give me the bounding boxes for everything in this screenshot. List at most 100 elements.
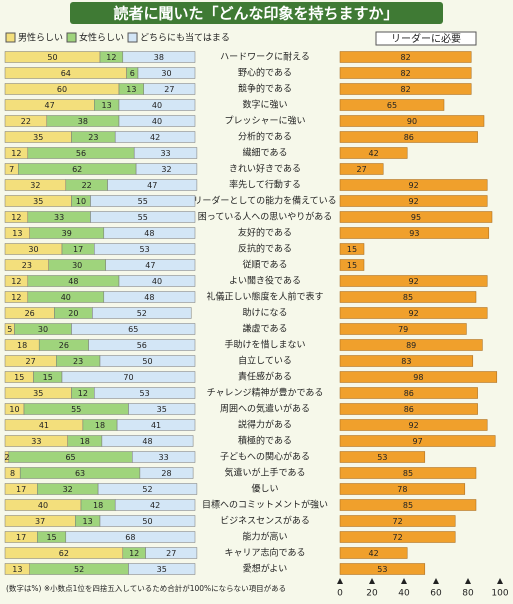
x-tick-label: 60	[430, 589, 442, 599]
value-label: 86	[404, 405, 414, 414]
value-label: 12	[11, 293, 21, 302]
value-label: 7	[9, 165, 14, 174]
category-label: 愛想がよい	[243, 563, 288, 575]
legend-label: 女性らしい	[79, 32, 124, 44]
category-label: よい聞き役である	[229, 275, 301, 287]
value-label: 13	[83, 517, 93, 526]
bar-segment	[92, 307, 192, 319]
bar	[339, 499, 477, 511]
value-label: 18	[95, 421, 105, 430]
value-label: 48	[144, 293, 154, 302]
bar-segment	[118, 115, 196, 127]
category-label: プレッシャーに強い	[224, 115, 305, 127]
value-label: 5	[7, 325, 12, 334]
tick-mark	[401, 578, 407, 584]
value-label: 23	[22, 261, 32, 270]
tick-mark	[497, 578, 503, 584]
category-label: 従順である	[243, 259, 288, 271]
value-label: 92	[409, 197, 419, 206]
value-label: 10	[9, 405, 19, 414]
legend-label: 男性らしい	[18, 32, 63, 44]
bar-segment	[114, 499, 196, 511]
value-label: 47	[145, 261, 155, 270]
value-label: 41	[151, 421, 161, 430]
value-label: 15	[347, 261, 357, 270]
value-label: 35	[33, 389, 43, 398]
x-tick-label: 100	[491, 589, 508, 599]
value-label: 13	[12, 229, 22, 238]
value-label: 95	[411, 213, 421, 222]
category-label: 競争的である	[238, 83, 292, 95]
category-label: 礼儀正しい態度を人前で表す	[206, 291, 323, 303]
value-label: 33	[54, 213, 64, 222]
value-label: 62	[59, 549, 69, 558]
value-label: 12	[11, 213, 21, 222]
bar	[339, 307, 488, 319]
value-label: 40	[38, 501, 48, 510]
bar-segment	[133, 147, 198, 159]
value-label: 60	[57, 85, 67, 94]
category-label: 反抗的である	[238, 243, 292, 255]
category-label: 率先して行動する	[229, 179, 301, 191]
value-label: 13	[126, 85, 136, 94]
value-label: 12	[78, 389, 88, 398]
category-label: 分析的である	[238, 131, 292, 143]
bar-segment	[122, 51, 196, 63]
value-label: 33	[31, 437, 41, 446]
category-label: チャレンジ精神が豊かである	[207, 387, 324, 399]
category-label: 能力が高い	[242, 531, 287, 543]
value-label: 93	[409, 229, 419, 238]
value-label: 90	[407, 117, 417, 126]
category-label: 自立している	[238, 355, 292, 367]
value-label: 39	[62, 229, 72, 238]
bar	[339, 259, 365, 271]
value-label: 27	[26, 357, 36, 366]
right-title: リーダーに必要	[391, 32, 461, 45]
value-label: 55	[138, 197, 148, 206]
bar-segment	[90, 211, 196, 223]
bar-segment	[90, 195, 196, 207]
bar-segment	[71, 323, 196, 335]
value-label: 20	[68, 309, 78, 318]
value-label: 72	[393, 533, 403, 542]
value-label: 32	[63, 485, 73, 494]
category-label: 周囲への気遣いがある	[220, 403, 310, 415]
value-label: 2	[4, 453, 9, 462]
bar	[339, 355, 474, 367]
bar	[339, 387, 478, 399]
legend-label: どちらにも当てはまる	[140, 32, 230, 44]
value-label: 17	[16, 485, 26, 494]
right-header-box	[375, 31, 477, 46]
value-label: 92	[409, 421, 419, 430]
bar	[339, 131, 478, 143]
value-label: 12	[11, 149, 21, 158]
value-label: 35	[33, 197, 43, 206]
x-tick-label: 20	[366, 589, 378, 599]
value-label: 18	[93, 501, 103, 510]
value-label: 42	[150, 501, 160, 510]
value-label: 17	[73, 245, 83, 254]
bar-segment	[97, 483, 198, 495]
value-label: 38	[154, 53, 164, 62]
bar-segment	[94, 243, 196, 255]
x-tick-label: 0	[337, 589, 343, 599]
bar	[339, 547, 408, 559]
bar	[339, 243, 365, 255]
value-label: 32	[161, 165, 171, 174]
bar	[339, 339, 483, 351]
value-label: 33	[159, 453, 169, 462]
category-label: 友好的である	[238, 227, 292, 239]
bar	[339, 323, 467, 335]
value-label: 18	[17, 341, 27, 350]
bar-segment	[116, 419, 196, 431]
value-label: 42	[369, 149, 379, 158]
value-label: 35	[157, 405, 167, 414]
value-label: 97	[413, 437, 423, 446]
bar	[339, 227, 490, 239]
x-tick-label: 40	[398, 589, 410, 599]
value-label: 27	[166, 549, 176, 558]
bar	[339, 83, 472, 95]
bar-segment	[135, 163, 198, 175]
chart-title: 読者に聞いた「どんな印象を持ちますか」	[113, 5, 398, 23]
legend-swatch	[5, 32, 16, 43]
